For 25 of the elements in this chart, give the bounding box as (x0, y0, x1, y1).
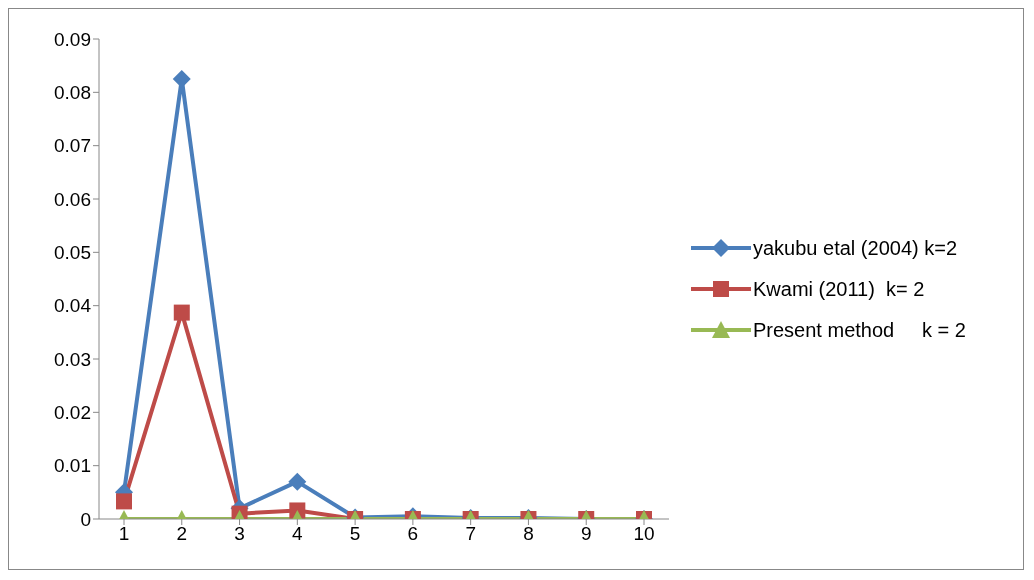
legend-label: yakubu etal (2004) k=2 (753, 236, 958, 260)
y-tick-label: 0.04 (54, 295, 92, 317)
point (173, 304, 190, 321)
y-tick-label: 0.03 (54, 348, 91, 370)
x-tick-label: 9 (580, 523, 592, 545)
y-tick-label: 0.05 (54, 242, 91, 264)
point (172, 70, 191, 88)
legend-label: Kwami (2011) k= 2 (753, 277, 925, 301)
x-tick-label: 8 (523, 523, 534, 545)
x-tick-label: 5 (349, 523, 361, 545)
x-tick-label: 10 (633, 523, 655, 545)
x-tick-label: 1 (118, 523, 130, 545)
y-tick-label: 0.01 (54, 455, 91, 477)
y-tick-label: 0.06 (54, 188, 91, 210)
y-tick-label: 0 (80, 508, 91, 530)
y-tick-label: 0.07 (54, 135, 91, 157)
legend-label: Present method k = 2 (753, 318, 966, 342)
x-tick-label: 4 (292, 523, 304, 545)
x-tick-label: 6 (407, 523, 419, 545)
x-tick-label: 3 (234, 523, 245, 545)
y-tick-label: 0.08 (54, 82, 91, 104)
x-tick-label: 2 (176, 523, 188, 545)
x-tick-label: 7 (465, 523, 476, 545)
y-tick-label: 0.02 (54, 402, 91, 424)
y-tick-label: 0.09 (54, 28, 91, 50)
